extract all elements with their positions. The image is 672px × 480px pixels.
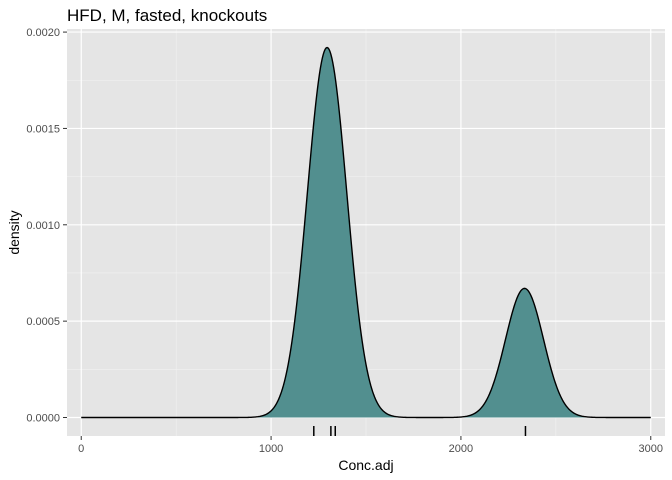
y-tick-label: 0.0005 xyxy=(26,316,60,328)
x-tick-label: 0 xyxy=(78,443,84,455)
chart-title: HFD, M, fasted, knockouts xyxy=(67,6,267,25)
x-axis-title: Conc.adj xyxy=(338,457,393,473)
x-tick-label: 3000 xyxy=(639,443,663,455)
rug-marks xyxy=(313,426,527,436)
y-tick-label: 0.0020 xyxy=(26,27,60,39)
y-axis: 0.0000 0.0005 0.0010 0.0015 0.0020 xyxy=(26,27,67,425)
y-tick-label: 0.0010 xyxy=(26,220,60,232)
y-axis-title: density xyxy=(6,210,22,254)
y-tick-label: 0.0015 xyxy=(26,123,60,135)
minor-gridlines xyxy=(67,29,665,436)
x-tick-label: 2000 xyxy=(449,443,473,455)
x-axis: 0 1000 2000 3000 xyxy=(78,436,663,455)
density-line xyxy=(81,46,651,419)
x-tick-label: 1000 xyxy=(259,443,283,455)
y-tick-label: 0.0000 xyxy=(26,413,60,425)
